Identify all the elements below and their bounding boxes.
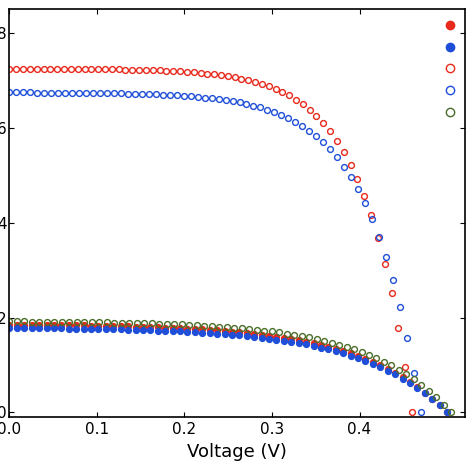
X-axis label: Voltage (V): Voltage (V) [187,443,287,461]
Legend: , , , , : , , , , [445,17,457,123]
